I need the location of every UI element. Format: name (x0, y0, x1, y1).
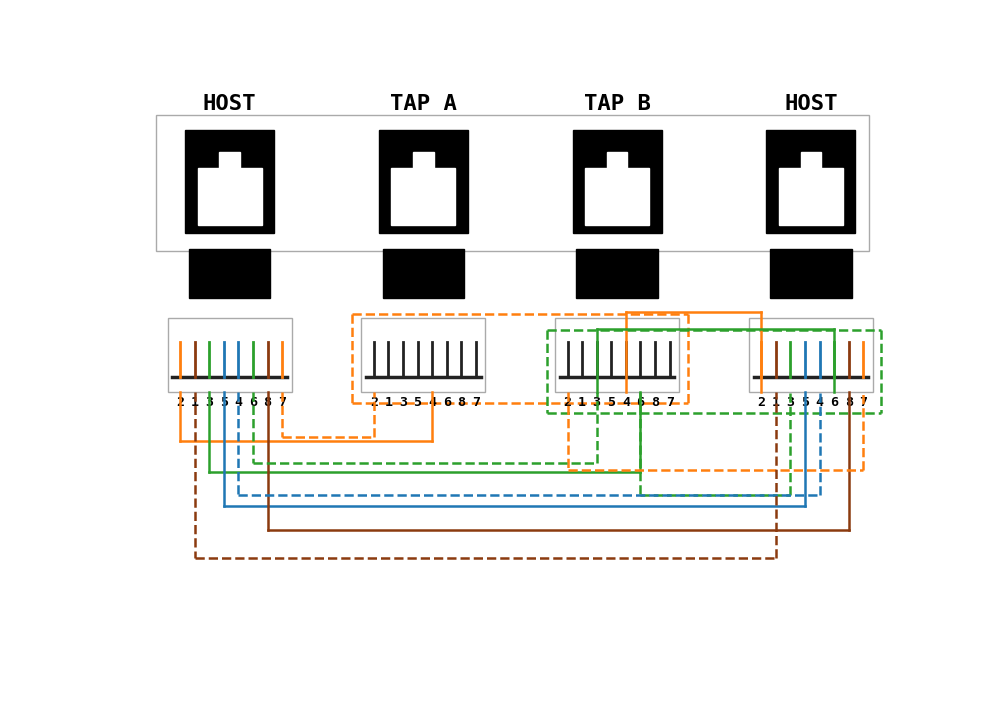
Text: 2: 2 (564, 396, 572, 409)
Text: 2: 2 (176, 396, 184, 409)
Text: 4: 4 (816, 396, 824, 409)
Bar (749, 318, 873, 392)
Bar (189, 249, 270, 298)
Text: 2: 2 (757, 396, 765, 409)
Text: 5: 5 (414, 396, 422, 409)
Text: 7: 7 (472, 396, 480, 409)
Bar (607, 152, 627, 168)
Text: 4: 4 (234, 396, 242, 409)
Text: 4: 4 (622, 396, 630, 409)
Bar (168, 318, 292, 392)
Bar (766, 130, 855, 233)
Bar (198, 168, 262, 225)
Text: 8: 8 (651, 396, 659, 409)
Text: 3: 3 (593, 396, 601, 409)
Text: 7: 7 (859, 396, 867, 409)
Bar (770, 249, 852, 298)
Text: 5: 5 (607, 396, 615, 409)
Text: 3: 3 (205, 396, 213, 409)
Bar (185, 130, 274, 233)
Bar (413, 152, 434, 168)
Text: 1: 1 (772, 396, 780, 409)
Text: 6: 6 (830, 396, 838, 409)
Text: 7: 7 (666, 396, 674, 409)
Text: 1: 1 (384, 396, 392, 409)
Bar (391, 168, 455, 225)
Text: 6: 6 (636, 396, 644, 409)
Text: 6: 6 (443, 396, 451, 409)
Text: 8: 8 (845, 396, 853, 409)
Bar (379, 130, 468, 233)
Bar (573, 130, 662, 233)
Text: 1: 1 (578, 396, 586, 409)
Text: 5: 5 (220, 396, 228, 409)
Text: HOST: HOST (784, 94, 838, 114)
Bar (555, 318, 679, 392)
Bar (219, 152, 240, 168)
Text: 6: 6 (249, 396, 257, 409)
Bar (585, 168, 649, 225)
Text: 1: 1 (191, 396, 199, 409)
Bar (361, 318, 485, 392)
Text: 8: 8 (457, 396, 465, 409)
Text: 5: 5 (801, 396, 809, 409)
Text: 2: 2 (370, 396, 378, 409)
Bar (576, 249, 658, 298)
Text: HOST: HOST (203, 94, 256, 114)
Text: TAP B: TAP B (584, 94, 651, 114)
Bar (156, 114, 869, 251)
Bar (801, 152, 821, 168)
Text: TAP A: TAP A (390, 94, 457, 114)
Bar (779, 168, 843, 225)
Text: 8: 8 (264, 396, 272, 409)
Text: 7: 7 (278, 396, 286, 409)
Bar (383, 249, 464, 298)
Text: 3: 3 (399, 396, 407, 409)
Text: 3: 3 (786, 396, 794, 409)
Text: 4: 4 (428, 396, 436, 409)
